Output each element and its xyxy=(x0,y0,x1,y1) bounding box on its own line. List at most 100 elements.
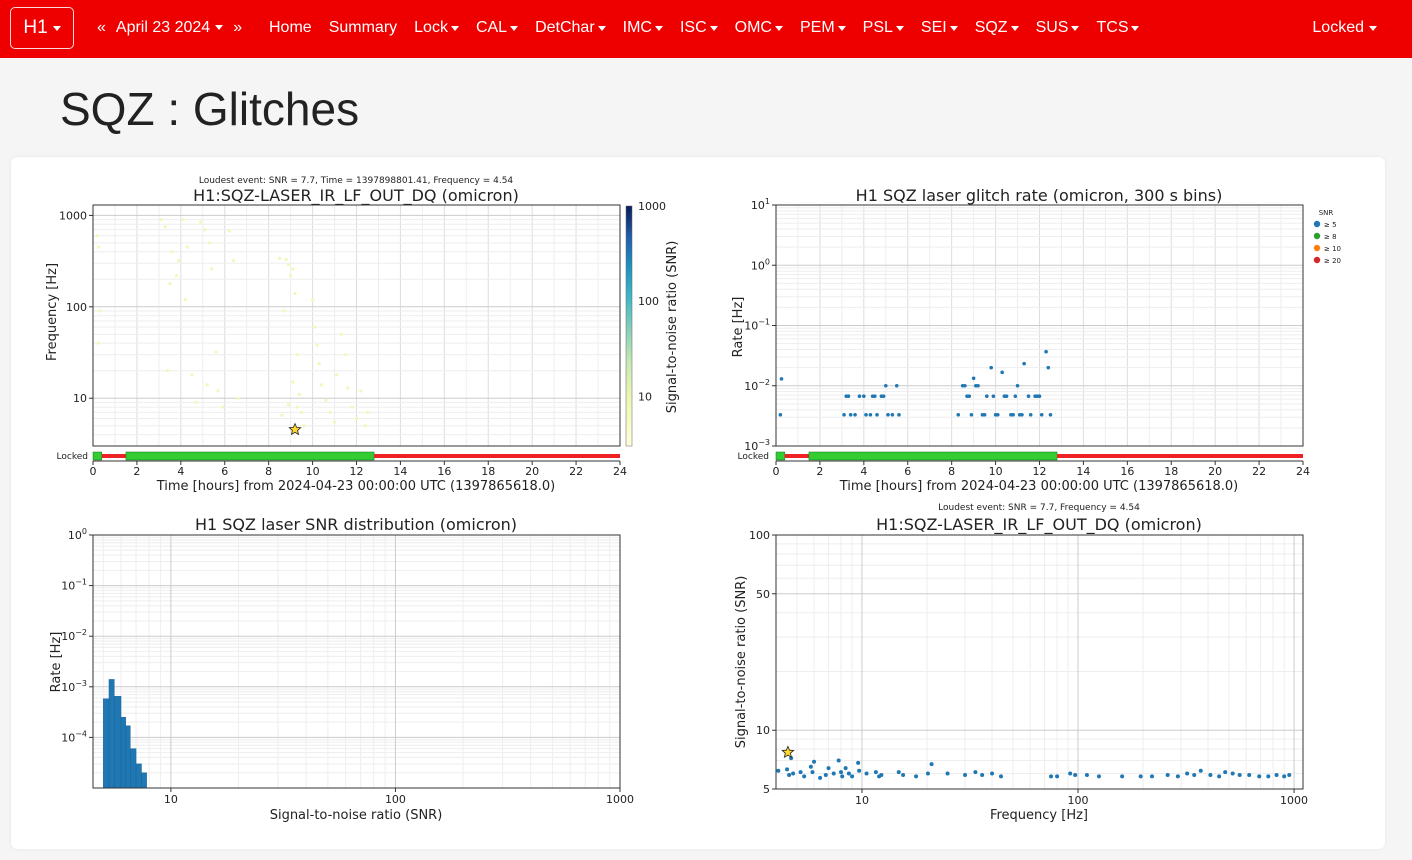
top-navbar: H1 « April 23 2024 » Home Summary Lock CAL D… xyxy=(0,0,1412,58)
snr-frequency-plot[interactable]: Loudest event: SNR = 7.7, Frequency = 4.… xyxy=(701,502,1385,847)
plot1-point-13 xyxy=(183,297,187,302)
nav-item-label: SQZ xyxy=(974,19,1008,36)
plot2-state-label: Locked xyxy=(738,452,769,462)
nav-item-lock[interactable]: Lock xyxy=(414,19,459,37)
plot4-point-17 xyxy=(843,766,848,771)
plot4-point-50 xyxy=(1198,768,1203,773)
plot1-point-47 xyxy=(324,398,328,402)
plot4-point-60 xyxy=(1282,774,1287,779)
plot2-point-9 xyxy=(864,412,868,417)
nav-item-summary[interactable]: Summary xyxy=(329,19,397,37)
plot4-point-41 xyxy=(1084,772,1089,777)
plot1-xtick-label-2: 2 xyxy=(133,465,140,478)
nav-item-label: DetChar xyxy=(535,19,595,36)
plot1-point-15 xyxy=(194,400,198,404)
plot4-point-49 xyxy=(1192,772,1197,777)
plot1-point-19 xyxy=(209,267,214,271)
plot1-point-57 xyxy=(363,424,367,428)
plot4-point-61 xyxy=(1287,772,1292,777)
plot4-point-51 xyxy=(1208,772,1213,777)
nav-item-imc[interactable]: IMC xyxy=(623,19,663,37)
plots-card: Loudest event: SNR = 7.7, Time = 1397898… xyxy=(11,157,1385,849)
plot1-point-11 xyxy=(181,217,185,222)
plot1-frame xyxy=(92,204,621,447)
plot3-bar-0 xyxy=(103,698,110,789)
nav-item-sus[interactable]: SUS xyxy=(1036,19,1080,37)
plot4-point-4 xyxy=(791,771,796,776)
plot4-point-20 xyxy=(856,760,861,765)
plot1-state-label: Locked xyxy=(57,452,88,462)
plot2-legend-marker-1 xyxy=(1313,232,1321,240)
plot2-legend-marker-0 xyxy=(1313,220,1321,228)
trigger-scatter-plot[interactable]: Loudest event: SNR = 7.7, Time = 1397898… xyxy=(11,157,701,502)
plot4-point-52 xyxy=(1217,774,1222,779)
plot4-ytick-label-10: 10 xyxy=(756,724,770,737)
plot1-point-43 xyxy=(313,325,317,329)
plot4-point-25 xyxy=(879,772,884,777)
plot2-point-43 xyxy=(1015,383,1020,388)
nav-item-psl[interactable]: PSL xyxy=(863,19,904,37)
nav-item-isc[interactable]: ISC xyxy=(680,19,718,37)
plot1-point-38 xyxy=(297,392,302,397)
plot2-xtick-label-24: 24 xyxy=(1296,465,1310,478)
nav-item-omc[interactable]: OMC xyxy=(735,19,783,37)
plot4-point-45 xyxy=(1149,774,1154,779)
plot4-point-30 xyxy=(929,762,934,767)
chevron-down-icon xyxy=(654,25,663,31)
plot1-point-42 xyxy=(310,297,315,302)
loudest-event-star-icon xyxy=(781,745,795,759)
plot2-point-39 xyxy=(1004,394,1009,399)
snr-distribution-plot[interactable]: H1 SQZ laser SNR distribution (omicron) … xyxy=(11,502,701,847)
plot1-point-53 xyxy=(346,386,350,390)
ifo-label: H1 xyxy=(23,17,48,38)
plot4-point-2 xyxy=(787,772,792,777)
nav-item-tcs[interactable]: TCS xyxy=(1096,19,1140,37)
plot4-frame xyxy=(775,534,1304,790)
plot2-point-23 xyxy=(963,383,967,388)
plot1-point-14 xyxy=(190,373,194,377)
date-label: April 23 2024 xyxy=(115,19,211,36)
plot1-point-26 xyxy=(236,396,240,400)
state-segment-2 xyxy=(808,451,1058,461)
plot4-point-46 xyxy=(1165,772,1170,777)
state-dropdown[interactable]: Locked xyxy=(1312,19,1377,37)
plot3-ytick-label: 10−2 xyxy=(61,628,87,643)
plot1-point-8 xyxy=(168,281,172,286)
previous-day-link[interactable]: « xyxy=(97,19,106,36)
date-dropdown[interactable]: April 23 2024 xyxy=(115,19,224,37)
glitch-rate-plot[interactable]: H1 SQZ laser glitch rate (omicron, 300 s… xyxy=(701,157,1385,502)
plot4-point-6 xyxy=(802,774,807,779)
plot1-point-4 xyxy=(159,217,163,222)
state-segment-1 xyxy=(784,454,809,458)
plot2-xtick-label-18: 18 xyxy=(1164,465,1178,478)
plot4-point-19 xyxy=(850,774,855,779)
chevron-down-icon xyxy=(1010,25,1019,31)
nav-item-pem[interactable]: PEM xyxy=(800,19,846,37)
plot3-background xyxy=(93,535,620,788)
plot2-ytick-label: 101 xyxy=(751,197,770,212)
plot1-colorbar xyxy=(625,205,633,447)
plot1-point-58 xyxy=(365,410,370,414)
chevron-down-icon xyxy=(510,25,519,31)
nav-item-cal[interactable]: CAL xyxy=(476,19,519,37)
plot2-xtick-label-10: 10 xyxy=(989,465,1003,478)
nav-item-sqz[interactable]: SQZ xyxy=(975,19,1019,37)
plot4-point-44 xyxy=(1138,774,1143,779)
plot3-bar-4 xyxy=(125,725,131,789)
ifo-dropdown[interactable]: H1 xyxy=(10,7,74,49)
plot2-point-41 xyxy=(1011,412,1015,417)
plot2-legend-label-1: ≥ 8 xyxy=(1324,233,1337,241)
plot3-bar-6 xyxy=(135,763,142,789)
next-day-link[interactable]: » xyxy=(233,19,243,36)
nav-item-detchar[interactable]: DetChar xyxy=(535,19,606,37)
state-segment-0 xyxy=(775,451,786,461)
plot1-loudest-event: Loudest event: SNR = 7.7, Time = 1397898… xyxy=(199,176,514,186)
plot1-point-49 xyxy=(332,420,337,424)
plot1-point-25 xyxy=(231,259,236,263)
plot1-ytick-label-10: 10 xyxy=(73,392,87,405)
nav-item-home[interactable]: Home xyxy=(269,19,312,37)
plot1-point-20 xyxy=(214,350,218,354)
plot2-point-32 xyxy=(985,394,989,399)
nav-item-sei[interactable]: SEI xyxy=(921,19,958,37)
plot3-xtick-label-100: 100 xyxy=(385,793,406,806)
